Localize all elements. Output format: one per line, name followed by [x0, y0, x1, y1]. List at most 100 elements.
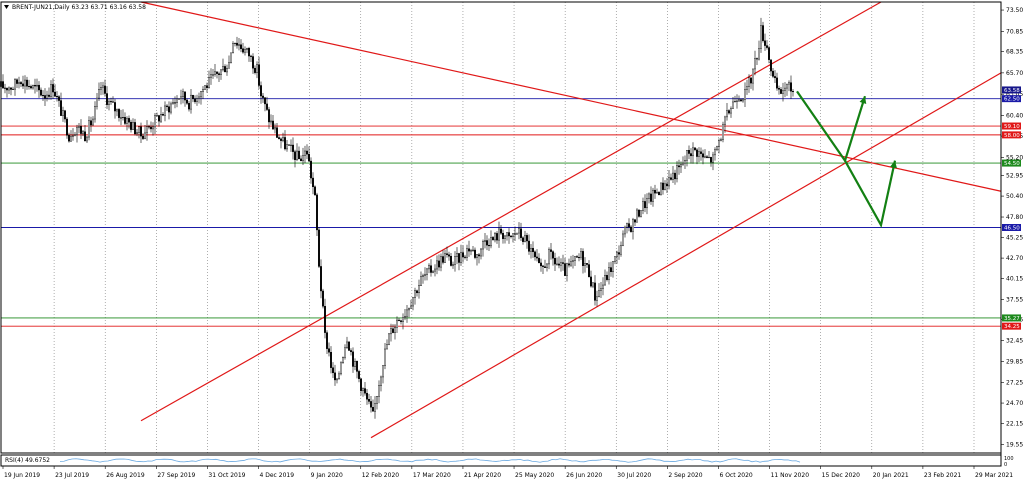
- candle-body: [239, 44, 242, 49]
- level-label: 62.50: [1004, 97, 1020, 103]
- candle-body: [284, 137, 287, 150]
- candle-body: [7, 87, 10, 91]
- projection-scenario-b: [844, 160, 897, 229]
- candle-body: [185, 99, 188, 104]
- candle-body: [237, 44, 240, 46]
- candle-body: [744, 89, 747, 100]
- collapse-triangle-icon[interactable]: [4, 5, 9, 9]
- candle-body: [644, 201, 647, 209]
- candle-body: [502, 233, 505, 239]
- candle-body: [772, 70, 775, 77]
- candle-body: [30, 86, 33, 89]
- candle-body: [87, 120, 90, 138]
- candle-body: [754, 58, 757, 70]
- y-tick-label: 73.50: [1006, 7, 1023, 14]
- candle-body: [5, 88, 8, 91]
- candle-body: [50, 84, 53, 97]
- candle-body: [229, 52, 232, 63]
- candle-body: [768, 47, 771, 60]
- candle-body: [538, 257, 541, 264]
- candle-body: [490, 237, 493, 247]
- candle-body: [424, 274, 427, 276]
- horizontal-levels: [1, 98, 1001, 327]
- candle-body: [536, 256, 539, 259]
- candle-body: [171, 102, 174, 105]
- candle-body: [672, 172, 675, 180]
- x-tick-label: 26 Aug 2019: [106, 472, 145, 479]
- candle-body: [706, 156, 709, 158]
- candle-body: [628, 223, 631, 228]
- candle-body: [528, 240, 531, 252]
- candle-body: [470, 250, 473, 252]
- candle-body: [752, 68, 755, 84]
- y-tick-label: 40.15: [1006, 276, 1023, 283]
- candle-body: [732, 101, 735, 109]
- candle-body: [758, 48, 761, 60]
- candle-body: [56, 96, 59, 98]
- candle-body: [290, 144, 293, 146]
- level-label: 46.50: [1004, 226, 1020, 232]
- candle-body: [288, 144, 291, 146]
- candle-body: [488, 244, 491, 247]
- candle-body: [18, 82, 21, 84]
- candle-body: [394, 327, 397, 333]
- candle-body: [444, 253, 447, 263]
- candle-body: [780, 89, 783, 94]
- candle-body: [205, 85, 208, 88]
- candle-body: [145, 126, 148, 134]
- candle-body: [508, 232, 511, 237]
- chart-header: BRENT-JUN21,Daily 63.23 63.71 63.16 63.5…: [4, 4, 146, 11]
- candle-body: [350, 350, 353, 353]
- candle-body: [526, 235, 529, 242]
- candle-body: [720, 139, 723, 141]
- x-tick-label: 15 Dec 2020: [822, 472, 861, 479]
- candle-body: [568, 263, 571, 266]
- candle-body: [510, 235, 513, 238]
- level-label-box: [1002, 314, 1021, 322]
- candle-body: [452, 264, 455, 266]
- candle-body: [462, 252, 465, 258]
- candle-body: [193, 98, 196, 102]
- candle-body: [680, 164, 683, 168]
- y-tick-label: 50.40: [1006, 193, 1023, 200]
- y-tick-label: 68.35: [1006, 49, 1023, 56]
- x-tick-label: 21 Apr 2020: [464, 472, 501, 479]
- candle-body: [724, 116, 727, 125]
- candle-body: [596, 296, 599, 301]
- candle-body: [99, 87, 102, 90]
- candle-body: [698, 151, 701, 157]
- candle-body: [151, 126, 154, 130]
- candle-body: [328, 348, 331, 353]
- candle-body: [9, 87, 12, 90]
- x-tick-label: 9 Jan 2020: [311, 472, 343, 479]
- level-label-box: [1002, 224, 1021, 231]
- candle-body: [133, 122, 136, 135]
- candle-body: [664, 183, 667, 190]
- candle-body: [448, 254, 451, 257]
- candle-body: [540, 262, 543, 267]
- candle-body: [546, 263, 549, 268]
- candle-body: [666, 183, 669, 187]
- candle-body: [83, 131, 86, 142]
- candle-body: [760, 25, 763, 49]
- candle-body: [127, 118, 130, 123]
- candle-body: [368, 399, 371, 402]
- candle-body: [221, 66, 224, 71]
- candle-body: [223, 66, 226, 73]
- candle-body: [620, 245, 623, 255]
- candle-body: [516, 232, 519, 235]
- arrowhead-icon: [890, 160, 897, 169]
- candle-body: [316, 194, 319, 231]
- candle-body: [213, 71, 216, 75]
- candle-body: [44, 95, 47, 99]
- candle-body: [456, 253, 459, 257]
- candle-body: [582, 251, 585, 266]
- candle-body: [770, 59, 773, 72]
- y-tick-label: 63.05: [1006, 91, 1023, 98]
- x-tick-label: 17 Mar 2020: [413, 472, 451, 479]
- candle-body: [276, 127, 279, 138]
- candle-body: [95, 97, 98, 107]
- candle-body: [392, 328, 395, 333]
- candle-body: [592, 282, 595, 287]
- candle-body: [52, 84, 55, 93]
